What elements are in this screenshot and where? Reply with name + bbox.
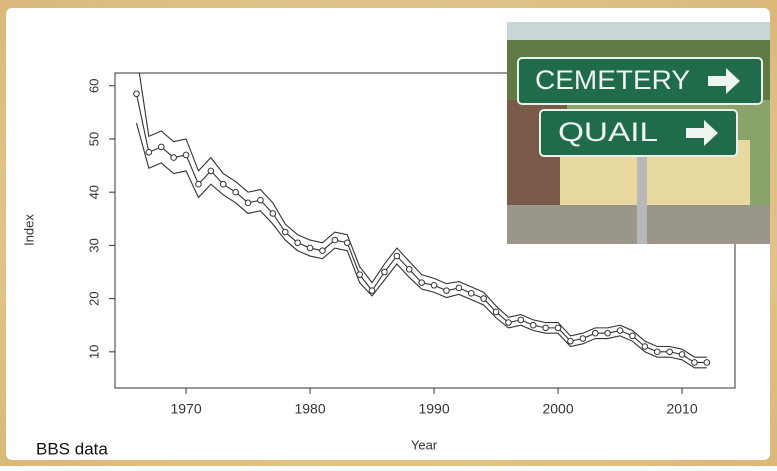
point [654, 349, 660, 355]
point [295, 240, 301, 246]
point [481, 296, 487, 302]
point [630, 333, 636, 339]
point [431, 283, 437, 289]
y-axis-label: Index [21, 214, 36, 246]
point [208, 168, 214, 174]
caption: BBS data [36, 439, 108, 458]
sign-text: CEMETERY [535, 65, 690, 95]
point [171, 155, 177, 161]
point [692, 360, 698, 366]
y-tick-label: 50 [86, 132, 101, 146]
point [530, 322, 536, 328]
point [493, 309, 499, 315]
sign-post [637, 150, 647, 244]
photo: CEMETERY QUAIL [507, 22, 770, 244]
point [667, 349, 673, 355]
point [679, 352, 685, 358]
y-tick-label: 40 [86, 185, 101, 199]
point [592, 330, 598, 336]
point [245, 200, 251, 206]
point [568, 338, 574, 344]
point [605, 330, 611, 336]
point [580, 336, 586, 342]
point [134, 91, 140, 97]
point [617, 328, 623, 334]
point [642, 344, 648, 350]
x-tick-label: 2000 [542, 401, 573, 417]
x-tick-label: 2010 [666, 401, 697, 417]
point [406, 267, 412, 273]
point [444, 288, 450, 294]
point [419, 280, 425, 286]
sign-text: QUAIL [558, 117, 658, 147]
point [196, 181, 202, 187]
y-tick-label: 20 [86, 291, 101, 305]
point [158, 144, 164, 150]
point [543, 325, 549, 331]
point [506, 320, 512, 326]
point [332, 237, 338, 243]
point [307, 245, 313, 251]
point [382, 269, 388, 275]
point [320, 248, 326, 254]
point [704, 360, 710, 366]
chart: 19701980199020002010102030405060 BBS dat… [0, 0, 777, 466]
point [220, 181, 226, 187]
y-tick-label: 30 [86, 238, 101, 252]
x-tick-label: 1990 [418, 401, 449, 417]
point [233, 189, 239, 195]
point [468, 290, 474, 296]
point [146, 149, 152, 155]
point [270, 211, 276, 217]
x-tick-label: 1970 [170, 401, 201, 417]
point [282, 229, 288, 235]
point [518, 317, 524, 323]
point [258, 197, 264, 203]
x-axis-label: Year [411, 437, 438, 452]
y-tick-label: 60 [86, 79, 101, 93]
x-tick-label: 1980 [294, 401, 325, 417]
y-tick-label: 10 [86, 345, 101, 359]
point [183, 152, 189, 158]
point [456, 285, 462, 291]
point [555, 325, 561, 331]
point [394, 253, 400, 259]
